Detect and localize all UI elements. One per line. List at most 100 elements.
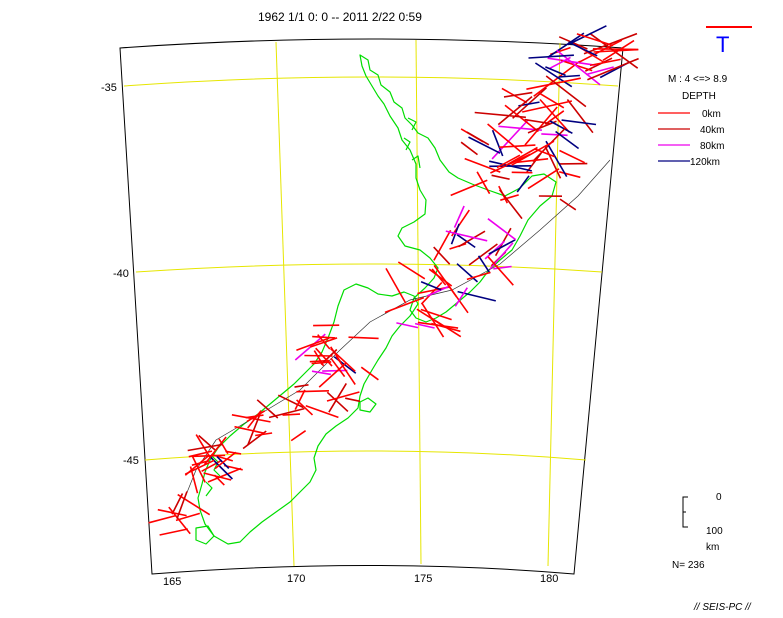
t-axis-bar	[157, 508, 187, 517]
t-axis-bar	[420, 308, 452, 321]
t-axis-bar	[491, 174, 510, 180]
t-axis-bar	[602, 39, 635, 61]
t-axis-bar	[547, 32, 585, 58]
stewart-island	[195, 525, 215, 545]
t-axis-bar	[311, 370, 332, 376]
plate-boundary	[179, 159, 611, 511]
t-axis-bar	[567, 25, 607, 46]
t-axis-bar	[456, 263, 479, 283]
t-axis-bar	[541, 133, 568, 137]
t-axis-bar	[193, 454, 226, 458]
t-axis-bar	[568, 41, 598, 57]
t-axis-bar	[476, 171, 491, 195]
t-axis-bar	[545, 75, 587, 108]
t-axis-bar	[195, 434, 212, 459]
t-axis-bar	[305, 405, 339, 419]
t-axis-bar	[549, 120, 573, 135]
t-axis-bar	[433, 264, 458, 298]
lat-label: -45	[123, 455, 139, 467]
depth-scale-unit: km	[706, 542, 719, 553]
banks-peninsula	[359, 397, 377, 413]
t-axis-bar	[489, 160, 532, 172]
t-axis-bar	[268, 407, 305, 419]
south-island-coast	[197, 283, 419, 545]
t-axis-bar	[491, 119, 529, 160]
t-axis-bar	[524, 118, 551, 125]
t-axis-bar	[312, 335, 336, 339]
t-axis-bar	[315, 347, 333, 367]
t-axis-bar	[466, 131, 490, 146]
t-axis-bar	[385, 268, 407, 304]
t-axis-bar	[290, 430, 307, 442]
t-axis-bar	[545, 66, 566, 77]
t-axis-bar	[348, 336, 379, 340]
t-axis-bar	[453, 205, 465, 228]
t-axis-bar	[396, 322, 419, 329]
t-axis-bar	[322, 369, 348, 372]
t-axis-bar	[420, 281, 442, 291]
lat-label: -35	[101, 82, 117, 94]
t-axis-bar	[504, 104, 539, 133]
lon-label: 165	[163, 576, 181, 588]
t-axis-bar	[516, 175, 530, 193]
depth-scale-top: 0	[716, 492, 722, 503]
lon-label: 170	[287, 573, 305, 585]
t-axis-bar	[294, 389, 306, 410]
t-axis-bar	[487, 256, 514, 286]
t-axis-bar	[177, 493, 211, 516]
legend: T M : 4 <=> 8.9 DEPTH 0km 40km 80km 120k…	[658, 26, 752, 168]
t-axis-bar	[497, 95, 533, 126]
t-axis-bar	[397, 261, 426, 280]
t-axis-bar	[318, 362, 347, 388]
t-axis-bar	[326, 391, 360, 402]
t-axis-bar	[539, 98, 571, 134]
t-axis-bar	[500, 194, 519, 201]
t-axis-bar	[201, 459, 223, 473]
t-axis-bar	[544, 146, 562, 179]
t-axis-bar	[460, 141, 478, 156]
t-axis-bar	[187, 443, 223, 452]
t-axis-bar	[207, 467, 242, 483]
t-axis-bar	[477, 255, 491, 274]
t-axis-bar	[450, 179, 488, 197]
north-island-inlet	[403, 117, 421, 169]
t-axis-bar	[458, 230, 486, 248]
t-axis-bar	[559, 149, 586, 164]
t-axis-bar	[245, 414, 264, 419]
t-axis-bar	[498, 189, 523, 220]
depth-label: 120km	[690, 157, 720, 168]
t-axis-bar	[559, 198, 577, 211]
t-axis-bar	[466, 271, 491, 281]
parallel-40	[135, 263, 603, 273]
t-axis-bar	[256, 399, 279, 419]
t-axis-bar	[247, 410, 262, 429]
t-axis-bar	[345, 397, 361, 403]
t-axis-bar	[584, 57, 613, 72]
lon-label: 180	[540, 573, 558, 585]
t-axis-bar	[191, 455, 206, 483]
t-axis-bar	[175, 512, 201, 522]
t-axis-symbols	[148, 25, 639, 536]
lon-label: 175	[414, 573, 432, 585]
t-axis-bar	[360, 366, 379, 381]
t-axis-bar	[191, 460, 210, 466]
t-axis-bar	[558, 74, 580, 78]
t-axis-bar	[558, 171, 581, 179]
t-axis-bar	[304, 354, 333, 357]
t-axis-bar	[198, 434, 216, 451]
meridian-170	[275, 41, 295, 567]
t-axis-bar	[317, 334, 331, 350]
t-axis-bar	[587, 57, 639, 81]
t-axis-bar	[576, 33, 614, 47]
t-axis-bar	[421, 302, 445, 338]
t-axis-bar	[526, 77, 581, 90]
t-axis-bar	[148, 514, 177, 524]
lat-label: -40	[113, 268, 129, 280]
t-axis-bar	[474, 111, 526, 119]
t-axis-bar	[487, 218, 517, 241]
depth-label: 80km	[700, 141, 724, 152]
t-axis-bar	[537, 91, 565, 109]
t-axis-bar	[203, 436, 227, 465]
t-axis-bar	[528, 54, 574, 59]
